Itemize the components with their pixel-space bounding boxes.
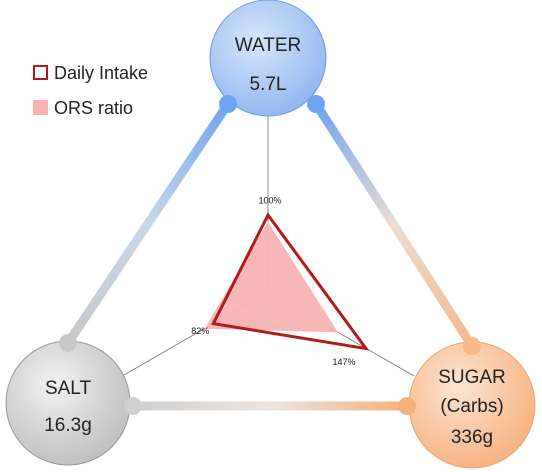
dots [59,95,481,415]
node-sublabel: (Carbs) [440,396,503,417]
dot [124,397,142,415]
dot [59,334,77,352]
legend-label: ORS ratio [54,98,133,118]
value-label: 100% [258,195,281,205]
connector [64,101,232,346]
dot [219,95,237,113]
legend: Daily Intake ORS ratio [33,63,148,118]
daily-intake-area [211,212,370,351]
value-label: 147% [333,357,356,367]
dot [463,337,481,355]
node-value: 16.3g [44,415,92,436]
connector [312,101,476,349]
node-label: SUGAR [438,367,506,388]
salt-node [5,340,131,466]
radar: 100% 82% 147% [191,195,370,367]
dot [307,95,325,113]
value-label: 82% [191,326,209,336]
water-node [209,0,327,117]
node-value: 5.7L [250,74,287,95]
legend-swatch [33,65,48,80]
node-value: 336g [451,427,493,448]
node-label: WATER [235,35,302,56]
connectors [64,101,476,411]
legend-label: Daily Intake [54,63,148,83]
ors-ratio-area [204,221,339,333]
legend-swatch [33,100,48,115]
node-label: SALT [45,378,92,399]
dot [398,397,416,415]
